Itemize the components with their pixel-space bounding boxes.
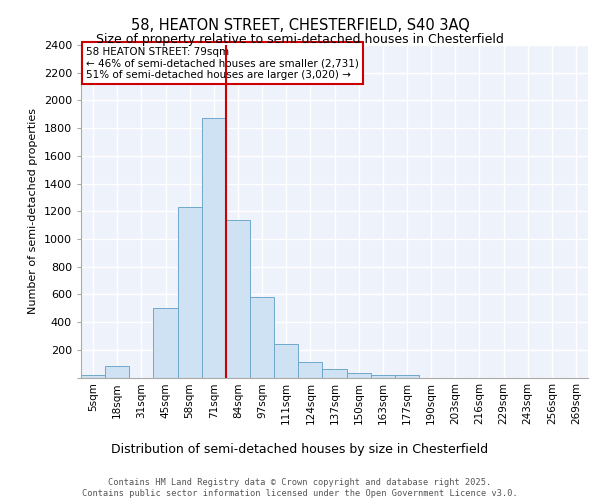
Text: Distribution of semi-detached houses by size in Chesterfield: Distribution of semi-detached houses by …: [112, 442, 488, 456]
Y-axis label: Number of semi-detached properties: Number of semi-detached properties: [28, 108, 38, 314]
Bar: [202, 118, 226, 378]
Text: Size of property relative to semi-detached houses in Chesterfield: Size of property relative to semi-detach…: [96, 32, 504, 46]
Bar: [322, 369, 347, 378]
Bar: [371, 374, 395, 378]
Bar: [105, 366, 129, 378]
Bar: [154, 308, 178, 378]
Bar: [274, 344, 298, 378]
Bar: [298, 362, 322, 378]
Text: 58, HEATON STREET, CHESTERFIELD, S40 3AQ: 58, HEATON STREET, CHESTERFIELD, S40 3AQ: [131, 18, 469, 32]
Bar: [81, 376, 105, 378]
Text: 58 HEATON STREET: 79sqm
← 46% of semi-detached houses are smaller (2,731)
51% of: 58 HEATON STREET: 79sqm ← 46% of semi-de…: [86, 46, 359, 80]
Bar: [226, 220, 250, 378]
Bar: [178, 207, 202, 378]
Text: Contains HM Land Registry data © Crown copyright and database right 2025.
Contai: Contains HM Land Registry data © Crown c…: [82, 478, 518, 498]
Bar: [250, 297, 274, 378]
Bar: [347, 372, 371, 378]
Bar: [395, 376, 419, 378]
